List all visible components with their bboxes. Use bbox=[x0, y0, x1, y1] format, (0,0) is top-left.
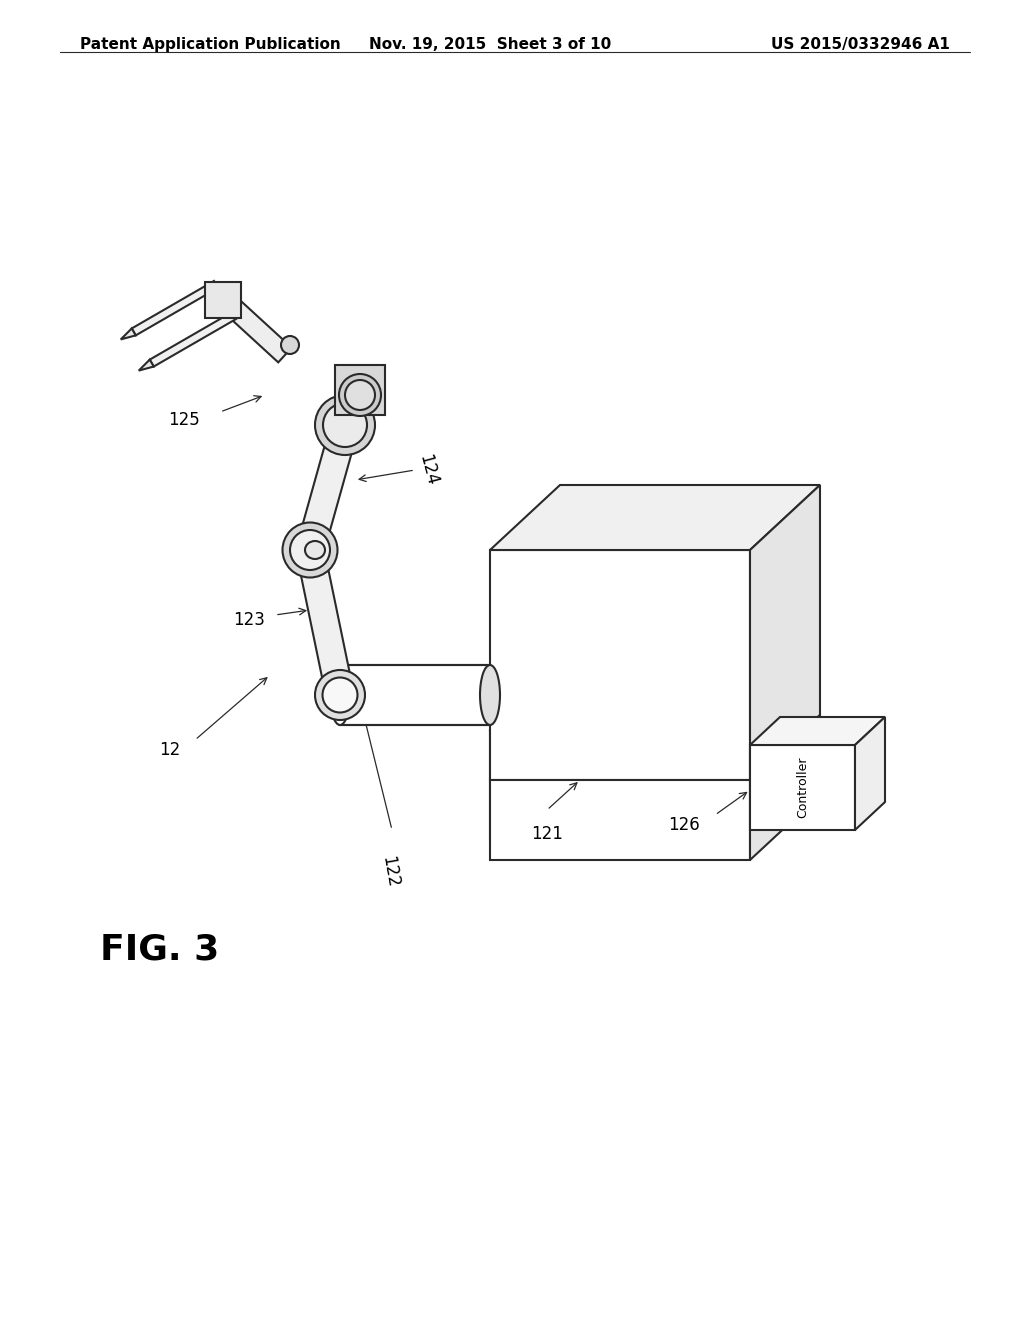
Ellipse shape bbox=[315, 395, 375, 455]
Polygon shape bbox=[740, 675, 800, 840]
Text: Patent Application Publication: Patent Application Publication bbox=[80, 37, 341, 51]
Ellipse shape bbox=[305, 541, 325, 558]
Polygon shape bbox=[855, 717, 885, 830]
Text: 124: 124 bbox=[415, 453, 440, 487]
Text: FIG. 3: FIG. 3 bbox=[100, 932, 219, 966]
Text: 121: 121 bbox=[531, 825, 563, 843]
Polygon shape bbox=[218, 293, 292, 363]
Polygon shape bbox=[740, 506, 820, 730]
Ellipse shape bbox=[323, 403, 367, 447]
Polygon shape bbox=[150, 312, 236, 367]
Polygon shape bbox=[490, 560, 760, 730]
Text: Nov. 19, 2015  Sheet 3 of 10: Nov. 19, 2015 Sheet 3 of 10 bbox=[369, 37, 611, 51]
Polygon shape bbox=[750, 717, 885, 744]
Polygon shape bbox=[750, 484, 820, 780]
Polygon shape bbox=[510, 506, 820, 560]
Polygon shape bbox=[490, 780, 750, 861]
Ellipse shape bbox=[330, 665, 350, 725]
Ellipse shape bbox=[323, 677, 357, 713]
Ellipse shape bbox=[290, 531, 330, 570]
Text: Controller: Controller bbox=[796, 756, 809, 818]
Text: 12: 12 bbox=[160, 741, 180, 759]
Polygon shape bbox=[138, 359, 154, 371]
Polygon shape bbox=[296, 548, 353, 698]
Polygon shape bbox=[132, 281, 218, 335]
Polygon shape bbox=[490, 484, 820, 550]
Ellipse shape bbox=[480, 665, 500, 725]
Polygon shape bbox=[121, 329, 136, 339]
Polygon shape bbox=[335, 366, 385, 414]
Text: 123: 123 bbox=[233, 611, 265, 630]
Ellipse shape bbox=[345, 380, 375, 411]
Text: 126: 126 bbox=[669, 816, 700, 834]
Text: US 2015/0332946 A1: US 2015/0332946 A1 bbox=[771, 37, 950, 51]
Text: 122: 122 bbox=[379, 855, 401, 890]
Polygon shape bbox=[297, 421, 358, 554]
Text: 125: 125 bbox=[168, 411, 200, 429]
Polygon shape bbox=[750, 715, 820, 861]
Ellipse shape bbox=[283, 523, 338, 578]
Polygon shape bbox=[490, 730, 740, 840]
Polygon shape bbox=[740, 735, 800, 840]
Ellipse shape bbox=[315, 671, 365, 719]
Ellipse shape bbox=[339, 374, 381, 416]
Polygon shape bbox=[750, 744, 855, 830]
Ellipse shape bbox=[281, 337, 299, 354]
Polygon shape bbox=[340, 665, 490, 725]
Polygon shape bbox=[205, 282, 241, 318]
Polygon shape bbox=[490, 550, 750, 780]
